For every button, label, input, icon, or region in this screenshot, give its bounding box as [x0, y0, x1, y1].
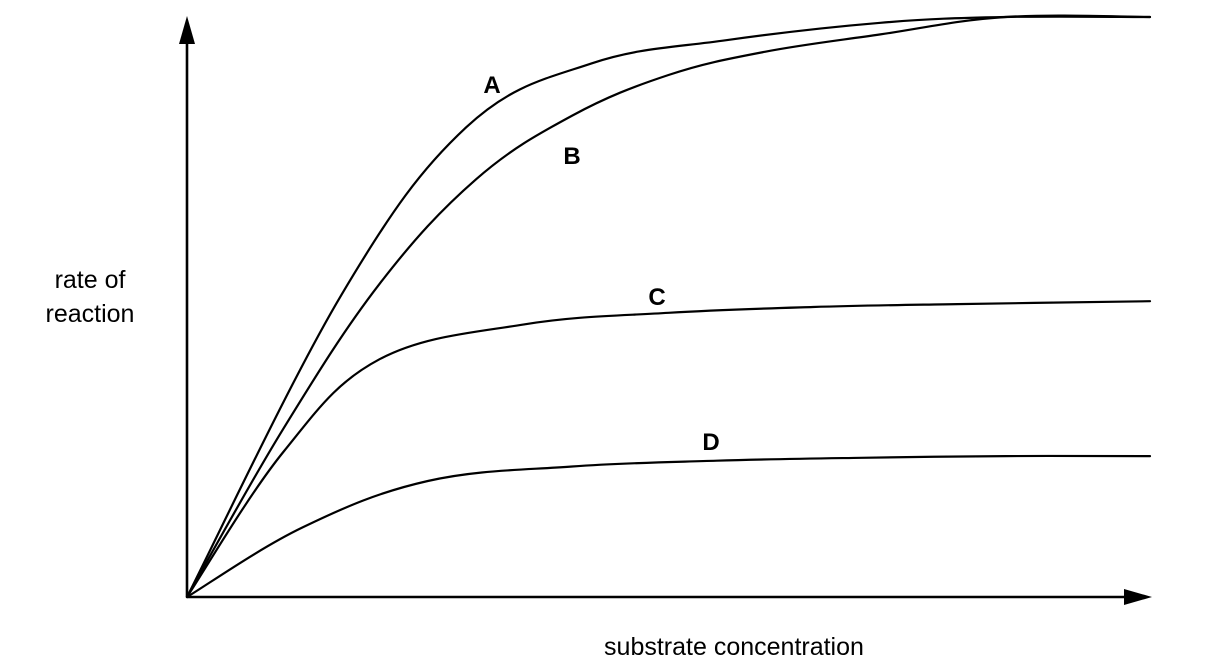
- curve-label-d: D: [702, 429, 719, 456]
- x-axis-arrow-icon: [1124, 589, 1152, 605]
- curve-labels-group: A B C D: [483, 72, 719, 456]
- curves-group: [185, 14, 1152, 599]
- curve-c: [185, 300, 1152, 599]
- curve-label-a: A: [483, 72, 500, 99]
- curve-a: [185, 15, 1152, 599]
- x-axis-label: substrate concentration: [604, 633, 864, 661]
- y-axis-label-line-2: reaction: [46, 300, 135, 328]
- curve-b: [185, 14, 1152, 599]
- y-axis-arrow-icon: [179, 16, 195, 44]
- curve-label-c: C: [648, 284, 665, 311]
- y-axis-label-line-1: rate of: [55, 266, 126, 294]
- curve-label-b: B: [563, 143, 580, 170]
- curve-d: [185, 454, 1152, 599]
